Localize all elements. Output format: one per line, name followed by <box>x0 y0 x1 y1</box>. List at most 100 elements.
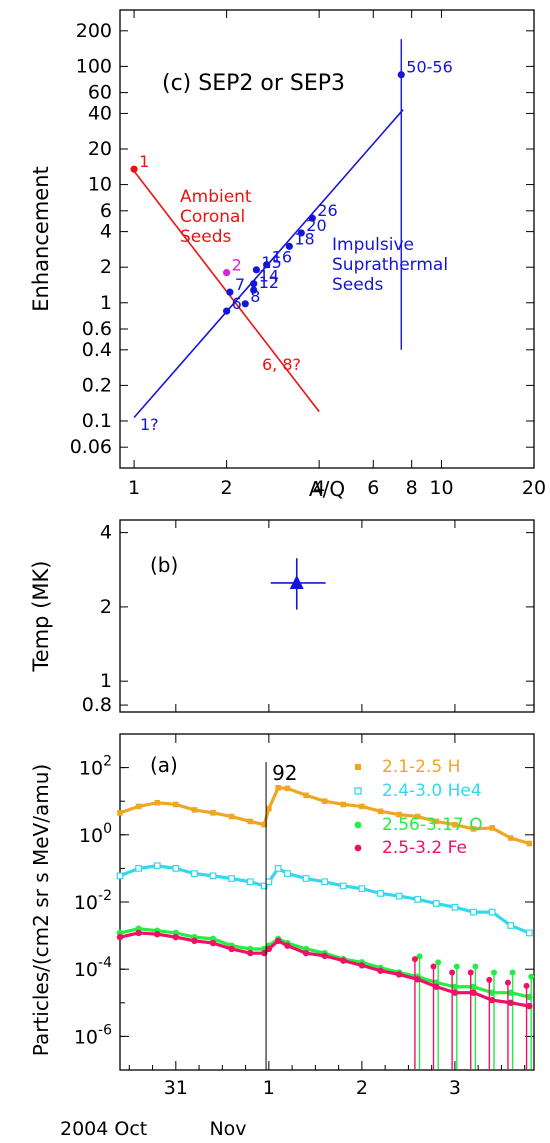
a-ytick-label: 10-2 <box>74 888 112 914</box>
series-marker <box>210 810 216 816</box>
series-marker <box>266 805 272 812</box>
b-ytick-label: 0.8 <box>82 694 112 716</box>
series-marker <box>209 872 217 880</box>
c-xtick-label: 2 <box>221 477 233 499</box>
point-label: 1 <box>139 152 149 171</box>
data-point <box>130 165 138 173</box>
series-marker <box>396 811 402 818</box>
c-xtick-label: 10 <box>429 477 453 499</box>
annotation-1q: 1? <box>140 415 159 434</box>
series-marker <box>117 810 123 816</box>
series-marker <box>414 813 421 820</box>
a-ytick-label: 100 <box>79 821 112 847</box>
series-marker <box>340 801 347 808</box>
c-ytick-label: 0.6 <box>82 318 112 340</box>
a-ytick-exp: 0 <box>103 821 112 837</box>
point-label: 6 <box>232 294 242 313</box>
series-marker <box>507 835 514 841</box>
point-label: 2 <box>232 256 242 275</box>
data-point <box>223 307 231 315</box>
point-label: 7 <box>235 275 245 294</box>
series-marker <box>525 929 533 937</box>
b-ytick-label: 1 <box>100 670 112 692</box>
panel-a-ylabel: Particles/(cm2 sr s MeV/amu) <box>29 764 53 1056</box>
annotation-suprathermal: Suprathermal <box>332 255 448 275</box>
panel-b-ticks: 0.81 2 4 <box>82 520 534 716</box>
c-xtick-label: 4 <box>313 477 325 499</box>
series-marker <box>526 840 533 847</box>
panel-b-points <box>270 558 326 610</box>
series-errorbar-cap <box>449 969 456 976</box>
b-ytick-label: 4 <box>100 522 112 544</box>
series-marker <box>340 957 347 964</box>
series-marker <box>228 945 235 953</box>
annotation-impulsive: Impulsive <box>332 235 414 255</box>
series-marker <box>488 996 496 1004</box>
series-marker <box>247 949 254 957</box>
series-marker <box>302 949 310 957</box>
series-marker <box>260 882 268 890</box>
series-line <box>119 864 530 935</box>
series-line <box>119 931 530 1008</box>
series-marker <box>173 801 179 808</box>
series-errorbar-cap <box>523 982 530 989</box>
c-ytick-label: 0.4 <box>82 339 112 361</box>
a-ytick-exp: -2 <box>98 888 112 904</box>
c-ytick-label: 10 <box>88 174 112 196</box>
series-errorbar-cap <box>504 979 511 986</box>
series-marker <box>191 937 198 945</box>
panel-c-title: (c) SEP2 or SEP3 <box>162 71 345 96</box>
annotation-coronal: Coronal <box>180 207 245 227</box>
series-marker <box>265 878 273 886</box>
c-xtick-label: 8 <box>406 477 418 499</box>
legend-label: 2.4-3.0 He4 <box>382 781 482 801</box>
c-ytick-label: 1 <box>100 292 112 314</box>
series-marker <box>377 808 384 815</box>
a-ytick-label: 102 <box>79 754 112 780</box>
c-xtick-label: 1 <box>128 477 140 499</box>
series-marker <box>274 864 282 872</box>
series-marker <box>135 929 142 937</box>
series-marker <box>116 933 124 941</box>
series-marker <box>507 922 515 929</box>
series-marker <box>470 989 477 996</box>
data-point <box>252 266 260 274</box>
series-errorbar-cap <box>411 956 418 963</box>
point-label: 8 <box>250 287 260 306</box>
series-marker <box>339 882 347 890</box>
series-marker <box>488 908 496 916</box>
series-errorbar-cap <box>430 963 437 970</box>
series-errorbar-cap <box>472 963 479 970</box>
series-errorbar-cap <box>416 953 423 960</box>
c-ytick-label: 0.2 <box>82 374 112 396</box>
date-label-nov: Nov <box>209 1118 246 1140</box>
series-marker <box>507 999 514 1006</box>
series-marker <box>321 952 328 960</box>
panel-c-ylabel: Enhancement <box>29 166 53 311</box>
legend-label: 2.1-2.5 H <box>382 757 460 777</box>
series-marker <box>135 803 142 810</box>
series-marker <box>246 878 254 886</box>
data-point <box>223 269 231 277</box>
series-marker <box>377 890 384 897</box>
annotation-seeds-blue: Seeds <box>332 275 384 295</box>
data-point <box>226 288 234 296</box>
series-marker <box>284 870 291 878</box>
c-ytick-label: 6 <box>100 200 112 222</box>
a-ytick-exp: -6 <box>98 1022 112 1038</box>
series-marker <box>261 821 268 828</box>
point-label: 50-56 <box>406 58 453 77</box>
c-ytick-label: 0.1 <box>82 410 112 432</box>
panel-a: 10-6 10-4 10-2 100 102 31 1 2 3 2.1-2.5 H 2.4-3.0… <box>29 733 535 1140</box>
panel-c-frame <box>119 9 535 469</box>
a-ytick-label: 10-4 <box>74 955 112 981</box>
legend-label: 2.56-3.17 O <box>382 815 483 835</box>
series-marker <box>302 875 310 882</box>
series-marker <box>377 967 384 974</box>
legend-marker <box>354 787 362 795</box>
series-marker <box>358 885 366 893</box>
